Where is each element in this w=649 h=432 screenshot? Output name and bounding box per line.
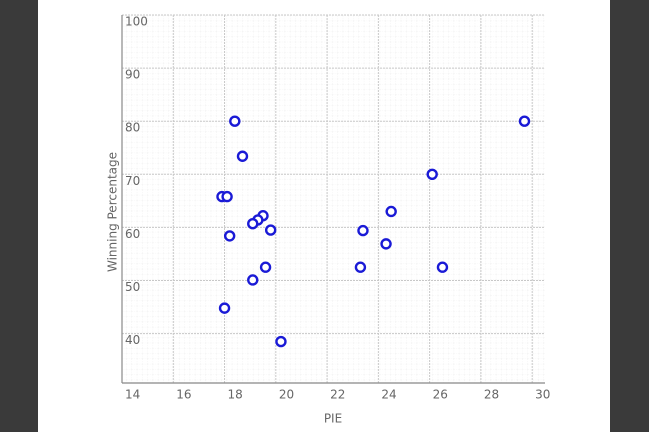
point <box>436 261 449 273</box>
point <box>357 224 369 237</box>
point <box>223 230 236 242</box>
point <box>275 335 287 348</box>
x-tick-label: 16 <box>176 388 191 402</box>
point <box>247 274 259 286</box>
y-tick-label: 50 <box>125 280 140 294</box>
x-tick-label: 20 <box>279 388 294 402</box>
point <box>426 168 438 181</box>
plot-area <box>122 15 545 383</box>
x-tick-label: 22 <box>330 388 345 402</box>
x-tick-label: 14 <box>125 388 140 402</box>
y-tick-label: 70 <box>125 174 140 188</box>
point <box>221 190 233 203</box>
point <box>259 261 272 273</box>
x-tick-label: 18 <box>228 388 243 402</box>
point <box>229 115 241 127</box>
x-tick-label: 26 <box>433 388 448 402</box>
y-axis-label: Winning Percentage <box>106 152 120 272</box>
x-tick-label: 30 <box>535 388 550 402</box>
y-tick-label: 60 <box>125 227 140 241</box>
y-tick-label: 40 <box>125 333 140 347</box>
point <box>218 302 231 314</box>
point <box>264 224 277 236</box>
x-tick-label: 28 <box>484 388 499 402</box>
point <box>518 115 531 127</box>
x-axis-label: PIE <box>324 412 342 426</box>
point <box>385 205 397 218</box>
y-tick-label: 90 <box>125 68 140 82</box>
point <box>236 150 249 162</box>
y-tick-label: 100 <box>125 15 148 29</box>
point <box>247 217 259 230</box>
y-tick-label: 80 <box>125 121 140 135</box>
point <box>354 261 367 273</box>
x-tick-label: 24 <box>381 388 396 402</box>
point <box>380 238 392 250</box>
